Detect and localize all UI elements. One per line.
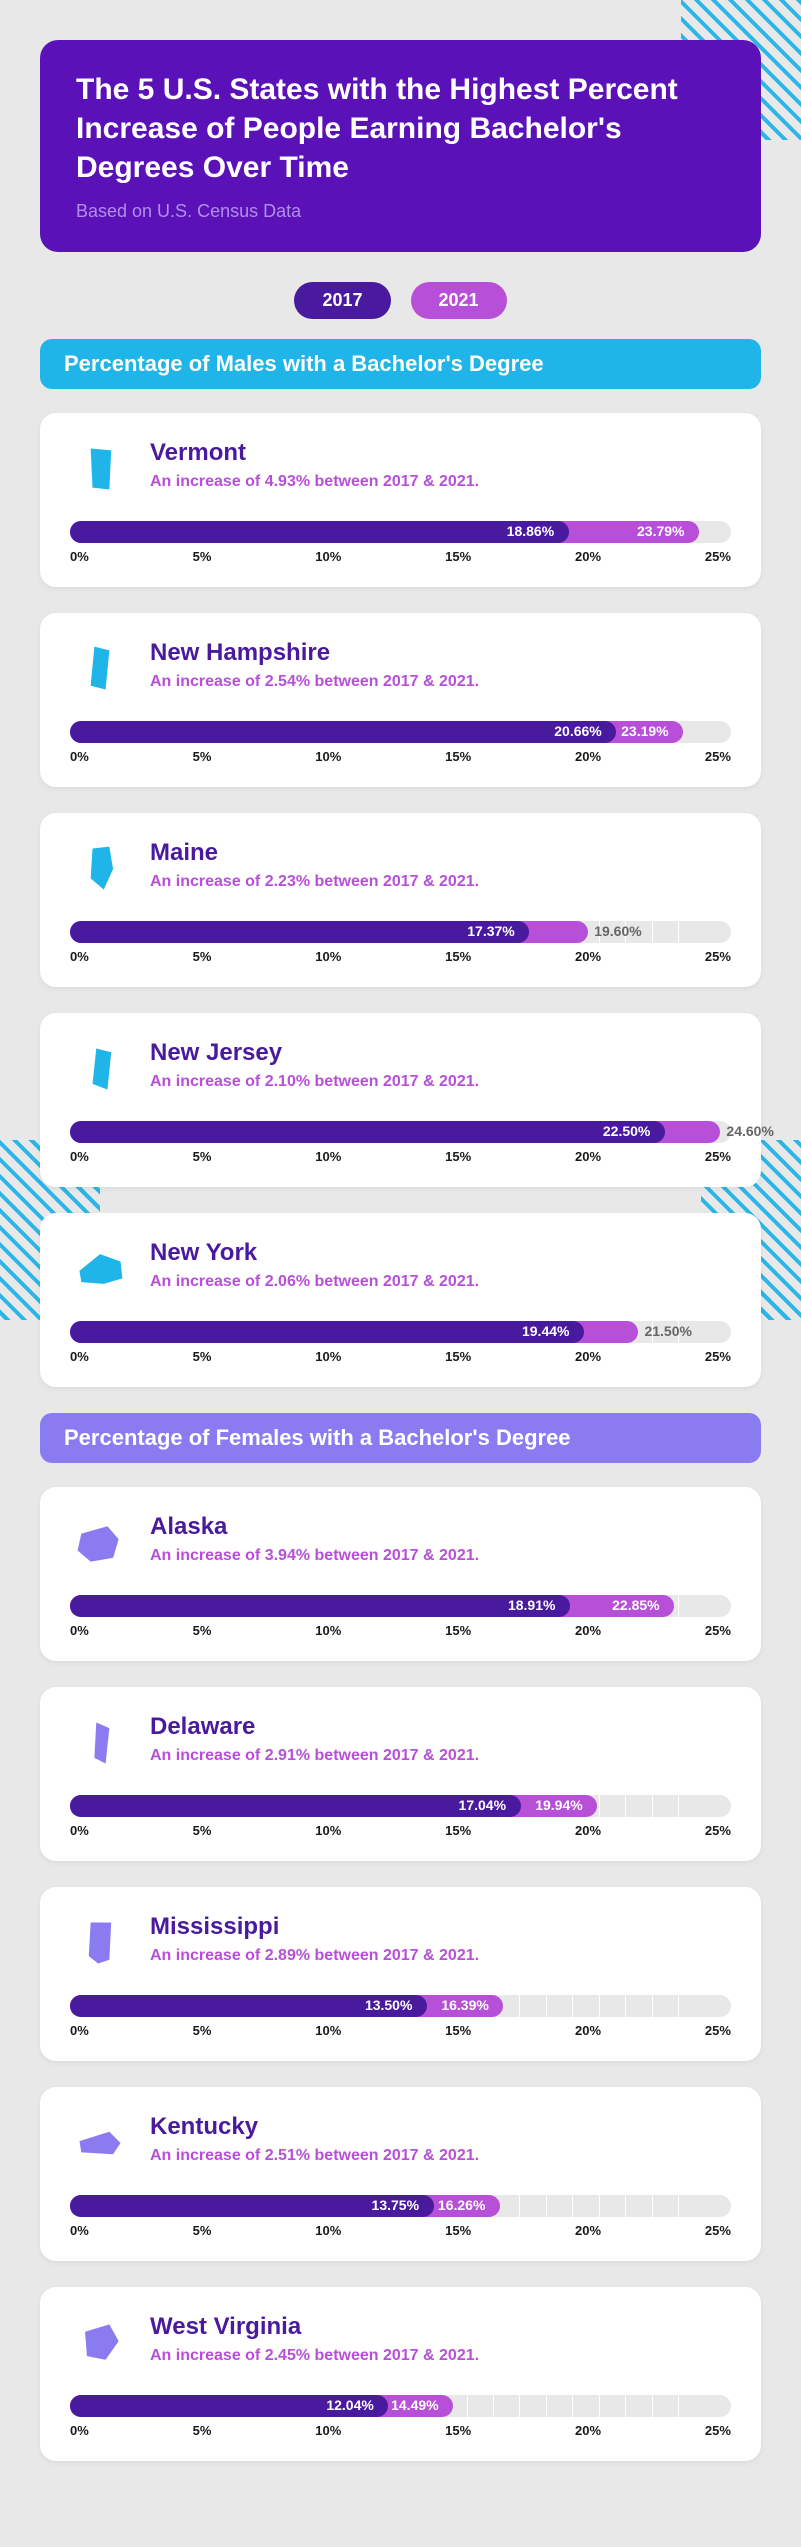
legend-2017: 2017	[294, 282, 390, 319]
bar-chart: 19.44% 21.50% 0%5%10%15%20%25%	[70, 1317, 731, 1365]
state-card: Kentucky An increase of 2.51% between 201…	[40, 2087, 761, 2261]
bar-value-2021: 19.94%	[535, 1797, 582, 1813]
state-increase-text: An increase of 4.93% between 2017 & 2021…	[150, 473, 731, 491]
state-name: New Jersey	[150, 1039, 731, 1067]
bar-value-2017: 18.91%	[508, 1597, 555, 1613]
state-card: Delaware An increase of 2.91% between 201…	[40, 1687, 761, 1861]
bar-2017	[70, 1795, 521, 1817]
state-increase-text: An increase of 2.91% between 2017 & 2021…	[150, 1747, 731, 1765]
state-card: Maine An increase of 2.23% between 2017 &…	[40, 813, 761, 987]
header-card: The 5 U.S. States with the Highest Perce…	[40, 40, 761, 252]
bar-axis: 0%5%10%15%20%25%	[70, 549, 731, 564]
bar-value-2021: 19.60%	[594, 923, 641, 939]
bar-chart: 18.91% 22.85% 0%5%10%15%20%25%	[70, 1591, 731, 1639]
bar-value-2017: 13.75%	[372, 2197, 419, 2213]
state-shape-icon	[70, 839, 130, 899]
bar-value-2021: 24.60%	[726, 1123, 773, 1139]
bar-axis: 0%5%10%15%20%25%	[70, 1149, 731, 1164]
state-increase-text: An increase of 3.94% between 2017 & 2021…	[150, 1547, 731, 1565]
state-shape-icon	[70, 1913, 130, 1973]
state-card: New York An increase of 2.06% between 201…	[40, 1213, 761, 1387]
state-shape-icon	[70, 2113, 130, 2173]
state-name: Mississippi	[150, 1913, 731, 1941]
bar-axis: 0%5%10%15%20%25%	[70, 1623, 731, 1638]
bar-axis: 0%5%10%15%20%25%	[70, 1823, 731, 1838]
bar-value-2017: 20.66%	[554, 723, 601, 739]
bar-2017	[70, 1121, 665, 1143]
bar-2017	[70, 1595, 570, 1617]
bar-chart: 13.75% 16.26% 0%5%10%15%20%25%	[70, 2191, 731, 2239]
bar-value-2021: 14.49%	[391, 2397, 438, 2413]
bar-chart: 17.04% 19.94% 0%5%10%15%20%25%	[70, 1791, 731, 1839]
bar-chart: 13.50% 16.39% 0%5%10%15%20%25%	[70, 1991, 731, 2039]
state-name: Maine	[150, 839, 731, 867]
bar-2017	[70, 1321, 584, 1343]
state-increase-text: An increase of 2.06% between 2017 & 2021…	[150, 1273, 731, 1291]
bar-chart: 12.04% 14.49% 0%5%10%15%20%25%	[70, 2391, 731, 2439]
bar-value-2017: 17.37%	[467, 923, 514, 939]
bar-chart: 20.66% 23.19% 0%5%10%15%20%25%	[70, 717, 731, 765]
state-card: Mississippi An increase of 2.89% between …	[40, 1887, 761, 2061]
bar-value-2017: 12.04%	[326, 2397, 373, 2413]
state-name: Kentucky	[150, 2113, 731, 2141]
state-increase-text: An increase of 2.51% between 2017 & 2021…	[150, 2147, 731, 2165]
bar-axis: 0%5%10%15%20%25%	[70, 2223, 731, 2238]
state-shape-icon	[70, 2313, 130, 2373]
state-increase-text: An increase of 2.89% between 2017 & 2021…	[150, 1947, 731, 1965]
state-increase-text: An increase of 2.54% between 2017 & 2021…	[150, 673, 731, 691]
bar-2017	[70, 921, 529, 943]
header-subtitle: Based on U.S. Census Data	[76, 201, 725, 222]
bar-axis: 0%5%10%15%20%25%	[70, 949, 731, 964]
state-card: West Virginia An increase of 2.45% betwee…	[40, 2287, 761, 2461]
bar-value-2021: 16.39%	[441, 1997, 488, 2013]
state-name: Vermont	[150, 439, 731, 467]
state-shape-icon	[70, 1513, 130, 1573]
bar-chart: 17.37% 19.60% 0%5%10%15%20%25%	[70, 917, 731, 965]
state-card: New Jersey An increase of 2.10% between 2…	[40, 1013, 761, 1187]
bar-axis: 0%5%10%15%20%25%	[70, 1349, 731, 1364]
state-shape-icon	[70, 1239, 130, 1299]
bar-value-2021: 22.85%	[612, 1597, 659, 1613]
bar-axis: 0%5%10%15%20%25%	[70, 749, 731, 764]
bar-value-2017: 17.04%	[459, 1797, 506, 1813]
state-shape-icon	[70, 1039, 130, 1099]
bar-chart: 18.86% 23.79% 0%5%10%15%20%25%	[70, 517, 731, 565]
state-shape-icon	[70, 439, 130, 499]
state-card: Vermont An increase of 4.93% between 2017…	[40, 413, 761, 587]
bar-value-2017: 18.86%	[507, 523, 554, 539]
state-name: Alaska	[150, 1513, 731, 1541]
legend: 2017 2021	[40, 282, 761, 319]
state-card: Alaska An increase of 3.94% between 2017 …	[40, 1487, 761, 1661]
state-name: New Hampshire	[150, 639, 731, 667]
state-name: Delaware	[150, 1713, 731, 1741]
state-name: West Virginia	[150, 2313, 731, 2341]
state-shape-icon	[70, 639, 130, 699]
bar-value-2021: 21.50%	[644, 1323, 691, 1339]
bar-value-2021: 16.26%	[438, 2197, 485, 2213]
bar-2017	[70, 721, 616, 743]
header-title: The 5 U.S. States with the Highest Perce…	[76, 70, 725, 187]
section-banner: Percentage of Females with a Bachelor's …	[40, 1413, 761, 1463]
bar-axis: 0%5%10%15%20%25%	[70, 2423, 731, 2438]
bar-value-2017: 19.44%	[522, 1323, 569, 1339]
bar-2017	[70, 521, 569, 543]
bar-value-2021: 23.19%	[621, 723, 668, 739]
bar-value-2021: 23.79%	[637, 523, 684, 539]
infographic-page: The 5 U.S. States with the Highest Perce…	[0, 0, 801, 2547]
bar-value-2017: 13.50%	[365, 1997, 412, 2013]
legend-2021: 2021	[411, 282, 507, 319]
state-increase-text: An increase of 2.10% between 2017 & 2021…	[150, 1073, 731, 1091]
state-name: New York	[150, 1239, 731, 1267]
state-increase-text: An increase of 2.45% between 2017 & 2021…	[150, 2347, 731, 2365]
section-banner: Percentage of Males with a Bachelor's De…	[40, 339, 761, 389]
state-card: New Hampshire An increase of 2.54% betwee…	[40, 613, 761, 787]
state-increase-text: An increase of 2.23% between 2017 & 2021…	[150, 873, 731, 891]
state-shape-icon	[70, 1713, 130, 1773]
bar-chart: 22.50%24.60%0%5%10%15%20%25%	[70, 1117, 731, 1165]
bar-value-2017: 22.50%	[603, 1123, 650, 1139]
bar-axis: 0%5%10%15%20%25%	[70, 2023, 731, 2038]
